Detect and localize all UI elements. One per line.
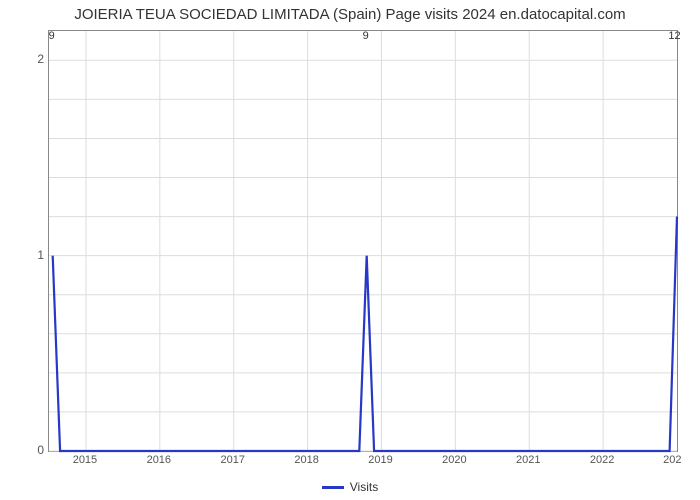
plot-area <box>48 30 678 452</box>
ytick-label: 1 <box>37 248 44 262</box>
ytick-label: 2 <box>37 52 44 66</box>
xtick-label: 2022 <box>590 454 614 466</box>
xtick-label: 2021 <box>516 454 540 466</box>
chart-container: JOIERIA TEUA SOCIEDAD LIMITADA (Spain) P… <box>0 0 700 500</box>
legend-label: Visits <box>350 480 378 494</box>
data-point-label: 9 <box>49 30 55 42</box>
xtick-label: 202 <box>663 454 681 466</box>
data-point-label: 12 <box>668 30 680 42</box>
plot-svg <box>49 31 677 451</box>
xtick-label: 2018 <box>294 454 318 466</box>
legend: Visits <box>0 480 700 494</box>
xtick-label: 2019 <box>368 454 392 466</box>
legend-swatch <box>322 486 344 489</box>
xtick-label: 2016 <box>147 454 171 466</box>
xtick-label: 2020 <box>442 454 466 466</box>
data-point-label: 9 <box>363 30 369 42</box>
xtick-label: 2015 <box>73 454 97 466</box>
chart-title: JOIERIA TEUA SOCIEDAD LIMITADA (Spain) P… <box>0 6 700 23</box>
ytick-label: 0 <box>37 443 44 457</box>
xtick-label: 2017 <box>220 454 244 466</box>
